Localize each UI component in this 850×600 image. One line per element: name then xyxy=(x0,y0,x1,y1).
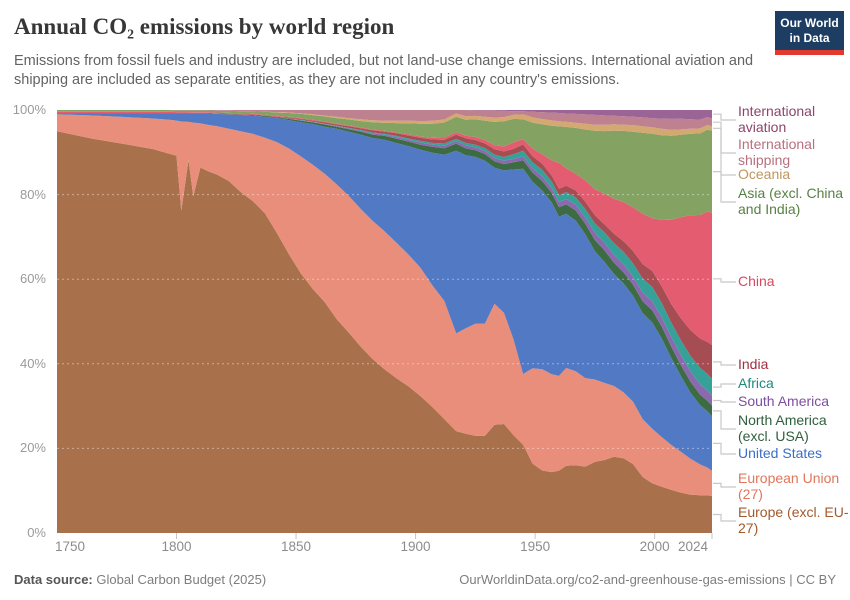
legend-connector-africa xyxy=(713,383,736,388)
x-axis-label-1950: 1950 xyxy=(520,539,551,554)
legend-item-asia_ex[interactable]: Asia (excl. China and India) xyxy=(738,185,844,217)
area-eu27[interactable] xyxy=(57,114,712,496)
area-europe_ex[interactable] xyxy=(57,131,712,533)
x-axis-label-1900: 1900 xyxy=(400,539,431,554)
legend-connector-oceania xyxy=(713,127,736,176)
legend-connector-s_america xyxy=(713,399,736,403)
page-title: Annual CO₂ emissions by world region xyxy=(14,14,395,39)
x-axis-label-1800: 1800 xyxy=(161,539,192,554)
y-axis-label-0: 0% xyxy=(27,525,46,540)
area-shipping[interactable] xyxy=(57,110,712,130)
legend-connector-lines xyxy=(713,113,736,522)
legend-item-s_america[interactable]: South America xyxy=(738,393,830,409)
legend-connector-china xyxy=(713,278,736,283)
y-axis-label-100: 100% xyxy=(12,102,46,117)
owid-logo: Our World in Data xyxy=(775,11,844,55)
legend-item-africa[interactable]: Africa xyxy=(738,375,774,391)
area-us[interactable] xyxy=(57,113,712,471)
legend-item-eu27[interactable]: European Union (27) xyxy=(738,470,840,502)
legend-connector-na_ex_us xyxy=(713,410,736,430)
x-axis-label-2024: 2024 xyxy=(678,539,709,554)
y-axis-label-40: 40% xyxy=(19,355,46,371)
legend-item-us[interactable]: United States xyxy=(738,445,823,461)
owid-logo-line2: in Data xyxy=(789,30,830,45)
y-axis-label-60: 60% xyxy=(19,271,46,287)
x-axis-ticks xyxy=(176,533,713,539)
x-axis-label-1750: 1750 xyxy=(55,539,86,554)
owid-url-note: OurWorldinData.org/co2-and-greenhouse-ga… xyxy=(459,572,836,587)
legend-item-china[interactable]: China xyxy=(738,273,775,289)
legend-item-oceania[interactable]: Oceania xyxy=(738,166,791,182)
legend-connector-aviation xyxy=(713,113,736,121)
data-source-text: Global Carbon Budget (2025) xyxy=(92,572,267,587)
x-axis-label-1850: 1850 xyxy=(281,539,312,554)
legend-connector-us xyxy=(713,442,736,455)
x-axis-label-2000: 2000 xyxy=(639,539,670,554)
legend-item-aviation[interactable]: International aviation xyxy=(738,103,816,135)
area-aviation[interactable] xyxy=(57,110,712,120)
legend-connector-eu27 xyxy=(713,482,736,488)
area-s_america[interactable] xyxy=(57,113,712,406)
legend-connector-india xyxy=(713,361,736,366)
data-source-note: Data source: Global Carbon Budget (2025) xyxy=(14,572,266,587)
legend-item-na_ex_us[interactable]: North America (excl. USA) xyxy=(738,412,827,444)
chart-subtitle: Emissions from fossil fuels and industry… xyxy=(14,53,754,89)
owid-logo-line1: Our World xyxy=(780,15,839,30)
y-axis-label-80: 80% xyxy=(19,186,46,202)
area-asia_ex[interactable] xyxy=(57,110,712,220)
legend-item-shipping[interactable]: International shipping xyxy=(738,136,816,168)
legend-connector-asia_ex xyxy=(713,171,736,203)
y-axis-label-20: 20% xyxy=(19,440,46,456)
legend-item-india[interactable]: India xyxy=(738,356,769,372)
legend-connector-europe_ex xyxy=(713,513,736,522)
data-source-label: Data source: xyxy=(14,572,93,587)
plot-area[interactable] xyxy=(57,110,712,538)
legend-item-europe_ex[interactable]: Europe (excl. EU-27) xyxy=(738,504,849,536)
legend-connector-shipping xyxy=(713,121,736,154)
area-china[interactable] xyxy=(57,111,712,345)
stacked-area-chart[interactable] xyxy=(57,110,712,533)
area-na_ex_us[interactable] xyxy=(57,113,712,417)
